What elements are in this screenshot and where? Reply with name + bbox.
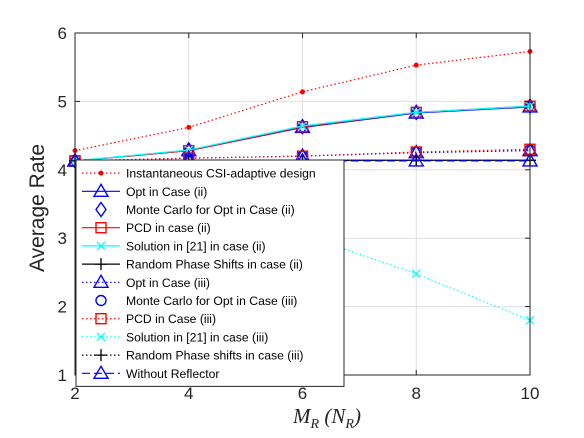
data-point (408, 152, 425, 167)
legend-entry: Solution in [21] in case (iii) (82, 330, 268, 344)
data-point (298, 121, 307, 131)
legend-entry: Random Phase shifts in case (iii) (82, 349, 303, 363)
legend-label: Monte Carlo for Opt in Case (ii) (126, 203, 295, 217)
y-tick-label: 1 (58, 366, 67, 385)
y-tick-label: 6 (58, 24, 67, 43)
x-label-main: M (292, 404, 312, 428)
legend-label: Instantaneous CSI-adaptive design (126, 167, 316, 181)
x-tick-label: 2 (70, 384, 79, 403)
legend-entry: Solution in [21] in case (ii) (82, 239, 266, 253)
legend-entry: Monte Carlo for Opt in Case (ii) (95, 201, 295, 218)
data-point (410, 104, 423, 121)
legend-label: Solution in [21] in case (ii) (126, 239, 266, 253)
legend-marker (96, 332, 106, 342)
legend-marker (96, 241, 106, 251)
x-tick-label: 6 (298, 384, 307, 403)
legend-entry: Random Phase Shifts in case (ii) (82, 258, 303, 272)
legend-label: Solution in [21] in case (iii) (126, 330, 268, 344)
x-tick-label: 10 (521, 384, 540, 403)
legend-marker (92, 364, 110, 379)
legend-label: Random Phase Shifts in case (ii) (126, 258, 303, 272)
y-tick-label: 5 (58, 92, 67, 111)
legend-marker (95, 221, 107, 234)
x-tick-label: 4 (184, 384, 193, 403)
data-point (413, 62, 419, 68)
legend-marker (92, 273, 110, 288)
y-tick-label: 3 (58, 229, 67, 248)
legend-entry: PCD in case (ii) (82, 221, 211, 235)
x-label-paren-main: N (330, 404, 346, 428)
legend-box (75, 159, 345, 387)
data-point (296, 118, 309, 135)
legend-marker (98, 170, 104, 176)
legend-label: PCD in case (ii) (126, 221, 211, 235)
x-axis-label: MR (NR) (292, 404, 361, 432)
legend-entry: Instantaneous CSI-adaptive design (82, 167, 316, 181)
x-label-sub: R (310, 417, 320, 432)
x-tick-label: 8 (412, 384, 421, 403)
legend-label: Without Reflector (126, 367, 219, 381)
legend-label: Monte Carlo for Opt in Case (iii) (126, 294, 297, 308)
legend-label: Random Phase shifts in case (iii) (126, 349, 303, 363)
legend-marker (95, 258, 107, 271)
legend-marker (95, 294, 107, 307)
series-line (74, 160, 531, 321)
legend: Instantaneous CSI-adaptive design Opt in … (75, 159, 345, 387)
legend-label: PCD in Case (iii) (126, 312, 216, 326)
legend-entry: PCD in Case (iii) (82, 312, 216, 326)
legend-marker (92, 182, 110, 198)
legend-marker (95, 349, 107, 362)
data-point (411, 107, 421, 117)
y-tick-label: 4 (58, 161, 67, 180)
legend-entry: Without Reflector (82, 364, 219, 381)
legend-entry: Monte Carlo for Opt in Case (iii) (95, 294, 297, 308)
y-axis-label: Average Rate (26, 144, 49, 272)
legend-entry: Opt in Case (ii) (82, 182, 207, 199)
legend-entry: Opt in Case (iii) (82, 273, 210, 290)
legend-label: Opt in Case (iii) (126, 276, 210, 290)
y-tick-label: 2 (58, 298, 67, 317)
data-point (411, 269, 421, 279)
legend-label: Opt in Case (ii) (126, 185, 207, 199)
series-line (74, 50, 531, 152)
data-point (186, 124, 192, 130)
data-point (300, 89, 305, 95)
legend-marker (95, 201, 107, 218)
legend-marker (95, 313, 107, 325)
x-label-paren-sub: R (344, 417, 354, 432)
